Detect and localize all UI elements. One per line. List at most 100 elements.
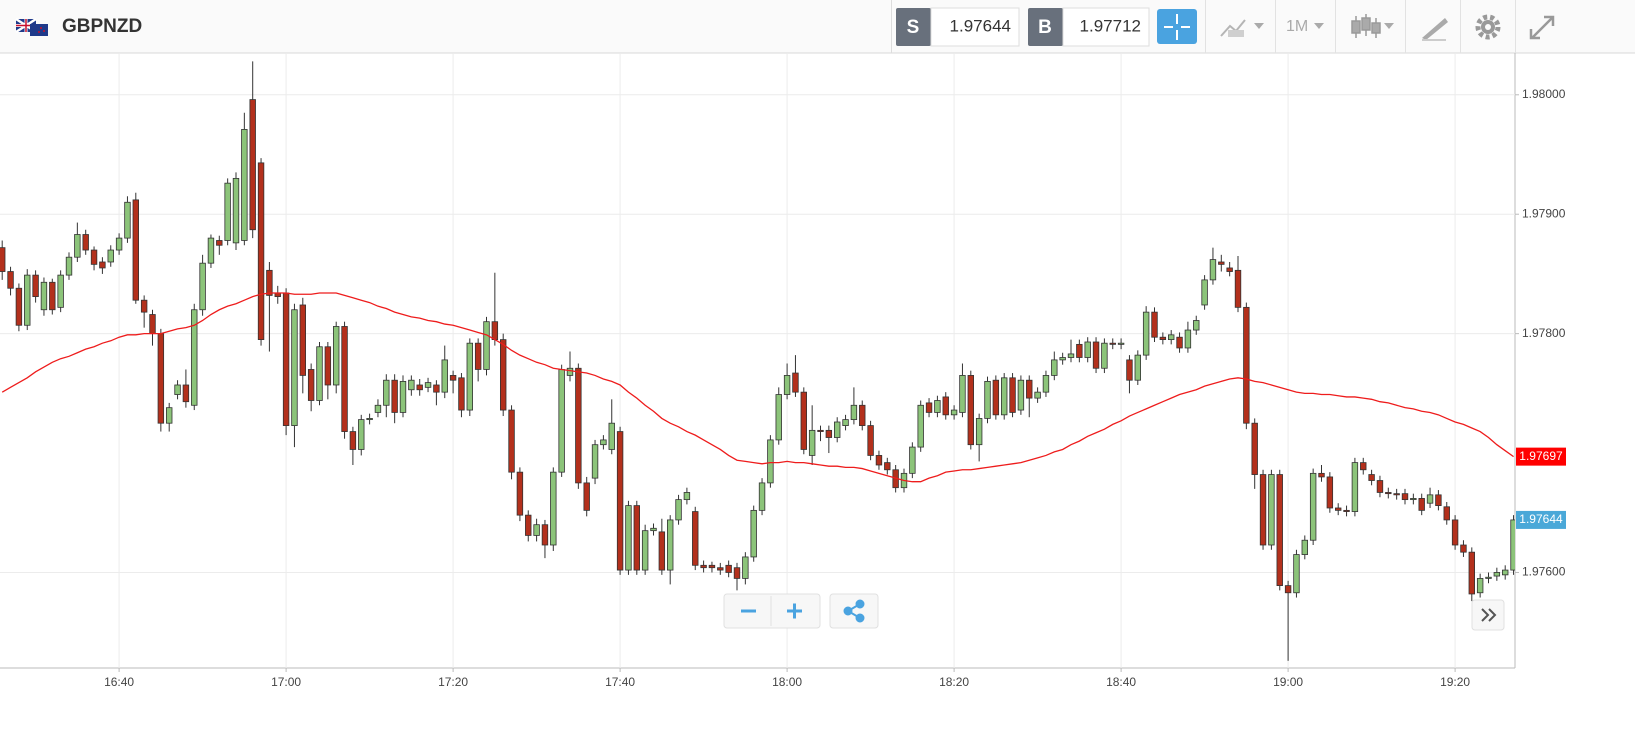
- candle-body: [650, 527, 657, 532]
- candle-body: [1435, 494, 1442, 506]
- timeframe[interactable]: 1M: [1286, 18, 1308, 35]
- share-button[interactable]: [829, 593, 879, 629]
- x-tick-label: 17:40: [605, 675, 635, 689]
- ma-price-tag-box: [1516, 447, 1566, 466]
- candle-body: [583, 482, 590, 511]
- candle-body: [792, 372, 799, 393]
- candle-body: [391, 379, 398, 413]
- candle-body: [65, 256, 73, 276]
- chart-type-button[interactable]: [1220, 19, 1264, 37]
- candle-body: [232, 177, 240, 244]
- candle-body: [1101, 342, 1108, 369]
- candle-body: [550, 471, 557, 546]
- candle-body: [441, 359, 448, 393]
- candle-body: [700, 564, 707, 569]
- candle-body: [1418, 498, 1425, 511]
- buy-price-box[interactable]: [1062, 7, 1150, 47]
- candle-body: [1309, 472, 1317, 541]
- x-tick-label: 18:00: [772, 675, 802, 689]
- sell-price-box[interactable]: [930, 7, 1020, 47]
- candle-body: [291, 309, 298, 426]
- candle-body: [600, 439, 607, 446]
- y-tick-label: 1.97800: [1522, 326, 1566, 340]
- candle-body: [1451, 519, 1459, 546]
- zoom-controls: [723, 593, 1505, 631]
- candle-body: [1276, 474, 1283, 587]
- candle-body: [157, 333, 165, 424]
- candle-body: [1468, 551, 1475, 595]
- sell-price[interactable]: 1.97644: [950, 16, 1011, 35]
- candle-body: [165, 407, 173, 424]
- candle-body: [1460, 544, 1467, 553]
- candle-body: [808, 429, 816, 456]
- scroll-right-icon: [1481, 608, 1497, 622]
- candle-body: [1493, 572, 1501, 577]
- candle-body: [341, 326, 348, 432]
- candle-body: [57, 274, 64, 308]
- candle-body: [667, 519, 674, 571]
- candle-body: [424, 382, 432, 388]
- candle-body: [541, 524, 549, 546]
- symbol: GBPNZD: [62, 16, 142, 37]
- settings-button[interactable]: [1475, 14, 1501, 40]
- buy-price[interactable]: 1.97712: [1080, 16, 1141, 35]
- candle-body: [1067, 353, 1075, 358]
- candle-body: [566, 367, 574, 376]
- candle-style-button[interactable]: [1351, 14, 1394, 38]
- candle-body: [884, 462, 891, 471]
- buy-label[interactable]: B: [1038, 17, 1052, 38]
- candle-body: [558, 369, 565, 473]
- candle-body: [1284, 585, 1292, 594]
- candle-body: [82, 234, 89, 251]
- x-tick-label: 17:20: [438, 675, 468, 689]
- candle-body: [1042, 375, 1050, 393]
- crosshair-button[interactable]: [1157, 9, 1197, 44]
- candle-body: [266, 269, 273, 296]
- buy-button[interactable]: [1028, 8, 1063, 46]
- candle-body: [675, 499, 682, 521]
- fullscreen-button[interactable]: [1529, 15, 1555, 40]
- candle-body: [15, 287, 23, 326]
- candle-body: [942, 396, 949, 416]
- candle-body: [466, 342, 473, 411]
- candle-body: [1485, 576, 1492, 579]
- candle-body: [767, 439, 774, 484]
- timeframe-arrow: [1314, 23, 1324, 29]
- candle-body: [817, 429, 824, 432]
- x-tick-label: 17:00: [271, 675, 301, 689]
- candle-body: [925, 402, 933, 413]
- candle-body: [591, 444, 599, 479]
- candle-body: [850, 404, 858, 421]
- candle-body: [40, 281, 48, 311]
- candle-body: [207, 237, 215, 264]
- candle-body: [307, 369, 315, 401]
- candle-body: [984, 380, 991, 419]
- draw-button[interactable]: [1422, 18, 1448, 41]
- ma-price-tag-label: 1.97697: [1519, 449, 1563, 463]
- candle-body: [449, 375, 457, 381]
- zoom-in-icon: [787, 603, 802, 619]
- candle-body: [182, 384, 190, 403]
- sell-label[interactable]: S: [907, 17, 920, 38]
- candle-body: [1193, 320, 1200, 331]
- candle-body: [775, 394, 782, 441]
- sell-button[interactable]: [896, 8, 931, 46]
- candle-body: [374, 404, 382, 413]
- candle-body: [1159, 336, 1167, 341]
- candle-body: [324, 346, 332, 386]
- candle-body: [483, 321, 490, 370]
- candle-body: [191, 309, 198, 406]
- candle-body: [658, 531, 666, 571]
- candle-body: [1026, 379, 1033, 399]
- candle-body: [1051, 359, 1058, 376]
- candle-body: [1226, 267, 1233, 272]
- candle-body: [90, 249, 98, 265]
- candle-body: [1401, 493, 1409, 501]
- candle-body: [934, 400, 941, 413]
- candle-body: [1117, 342, 1125, 345]
- candle-body: [458, 377, 465, 411]
- candle-body: [140, 299, 148, 313]
- candle-body: [416, 384, 423, 391]
